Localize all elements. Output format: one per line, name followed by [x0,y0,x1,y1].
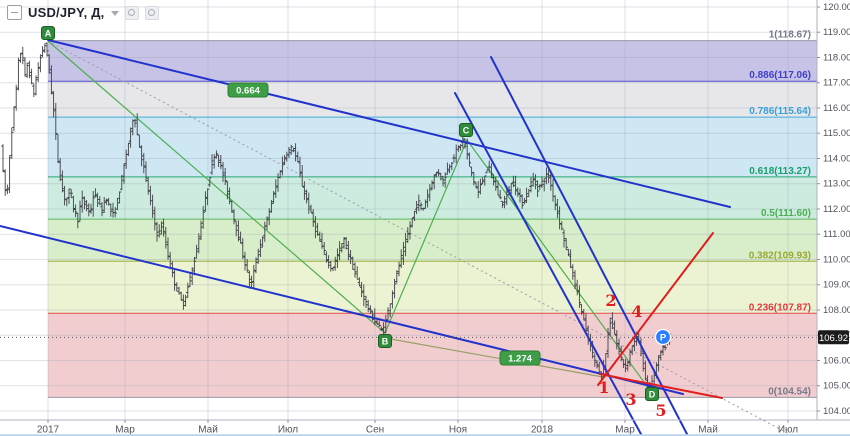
svg-text:1.274: 1.274 [508,354,532,365]
svg-text:111.00: 111.00 [823,229,850,240]
wave-numbers: 1 2 3 4 5 [598,291,666,420]
svg-text:2017: 2017 [37,425,60,436]
svg-text:C: C [463,126,470,136]
svg-text:119.00: 119.00 [823,27,850,38]
svg-text:0.236(107.87): 0.236(107.87) [749,302,811,313]
drawing-lines [47,40,794,436]
chart-type-icon[interactable] [7,5,22,20]
svg-text:1(118.67): 1(118.67) [769,30,811,41]
red-lower-line[interactable] [599,373,723,399]
svg-text:0.786(115.64): 0.786(115.64) [749,106,811,117]
trend-lines [0,39,731,436]
olive-extension-line[interactable] [384,337,604,378]
svg-text:Май: Май [698,425,718,436]
last-price-badge: 106.92 [818,330,849,345]
svg-text:118.00: 118.00 [823,53,850,64]
svg-text:108.00: 108.00 [823,305,850,316]
svg-text:0.618(113.27): 0.618(113.27) [749,166,811,177]
svg-text:4: 4 [631,302,642,321]
svg-text:113.00: 113.00 [823,179,850,190]
svg-text:5: 5 [655,401,666,420]
position-marker[interactable]: P [654,328,672,346]
circle-icon [128,9,135,16]
fib-level-lines [48,40,817,398]
upper-channel-line[interactable] [47,39,731,208]
svg-text:Июл: Июл [778,425,798,436]
abcd-zigzag[interactable] [47,40,653,394]
time-axis[interactable]: 2017 Мар Май Июл Сен Ноя 2018 Мар Май Июл [0,419,850,436]
svg-text:B: B [382,337,389,347]
circle-icon [148,9,155,16]
svg-text:A: A [45,29,52,39]
svg-text:0.5(111.60): 0.5(111.60) [761,208,811,219]
symbol-legend: USD/JPY, Д, [7,5,159,20]
price-axis[interactable]: 120.00 119.00 118.00 117.00 116.00 115.00 114.… [816,0,850,436]
svg-text:2018: 2018 [531,425,554,436]
svg-text:Июл: Июл [278,425,298,436]
svg-text:116.00: 116.00 [823,103,850,114]
svg-text:0.664: 0.664 [236,86,260,97]
svg-text:106.00: 106.00 [823,356,850,367]
svg-text:Мар: Мар [115,425,135,436]
svg-text:104.00: 104.00 [823,406,850,417]
fib-level-labels: 1(118.67) 0.886(117.06) 0.786(115.64) 0.618… [749,30,811,398]
svg-text:0.886(117.06): 0.886(117.06) [749,70,811,81]
chevron-down-icon[interactable] [110,11,119,16]
svg-text:105.00: 105.00 [823,381,850,392]
fib-ratio-badges: 0.664 1.274 [227,82,541,366]
lower-channel-line[interactable] [0,225,684,395]
svg-text:106.92: 106.92 [819,333,848,344]
fib-bands [48,40,817,398]
svg-text:Май: Май [198,425,218,436]
legend-circle-button-2[interactable] [144,5,159,20]
svg-text:D: D [649,390,656,400]
svg-text:112.00: 112.00 [823,204,850,215]
svg-text:3: 3 [625,390,636,409]
svg-text:Мар: Мар [615,425,635,436]
svg-text:114.00: 114.00 [823,154,850,165]
svg-text:Ноя: Ноя [449,425,467,436]
svg-text:0(104.54): 0(104.54) [768,386,811,397]
svg-text:Сен: Сен [366,425,384,436]
svg-text:115.00: 115.00 [823,128,850,139]
svg-text:P: P [660,333,667,344]
steep-trendline-1[interactable] [490,56,689,436]
svg-text:109.00: 109.00 [823,280,850,291]
candlesticks [1,42,672,402]
steep-trendline-2[interactable] [454,92,643,436]
dotted-a-line[interactable] [47,40,794,436]
svg-text:1: 1 [598,378,609,397]
svg-text:110.00: 110.00 [823,255,850,266]
svg-text:120.00: 120.00 [823,2,850,13]
red-rising-line[interactable] [597,232,714,386]
wave-point-badges: A B C D [41,26,659,401]
svg-text:117.00: 117.00 [823,78,850,89]
legend-circle-button-1[interactable] [124,5,139,20]
svg-text:2: 2 [605,291,616,310]
svg-text:0.382(109.93): 0.382(109.93) [749,250,811,261]
symbol-title[interactable]: USD/JPY, Д, [28,5,105,20]
